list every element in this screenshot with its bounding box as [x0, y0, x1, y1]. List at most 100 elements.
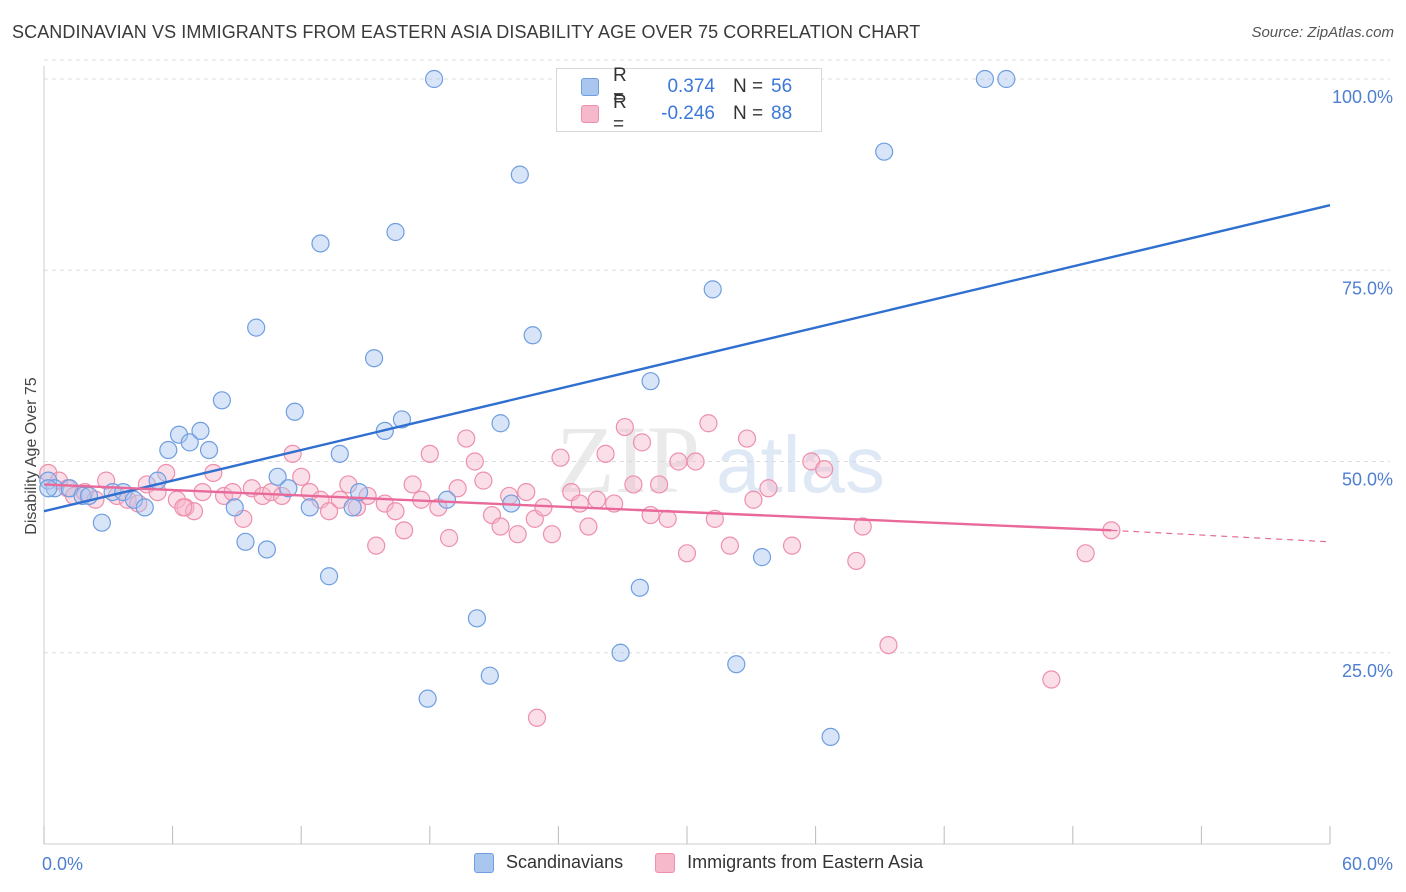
data-point-scandinavians — [199, 440, 219, 460]
data-point-immigrants — [632, 433, 652, 452]
trend-lines — [43, 204, 1331, 543]
data-point-immigrants — [1076, 544, 1095, 563]
legend-label-immigrants: Immigrants from Eastern Asia — [687, 852, 924, 872]
legend-row-scandinavians: R = 0.374 N = 56 — [581, 65, 793, 108]
data-point-immigrants — [596, 444, 615, 463]
data-point-immigrants — [624, 475, 643, 494]
data-point-immigrants — [448, 479, 467, 498]
data-point-immigrants — [669, 452, 688, 471]
data-point-immigrants — [420, 444, 439, 463]
data-point-immigrants — [394, 521, 414, 540]
data-point-immigrants — [474, 471, 493, 490]
legend-item-immigrants: Immigrants from Eastern Asia — [655, 852, 923, 873]
source-label: Source: ZipAtlas.com — [1251, 24, 1394, 41]
tick-labels: 25.0% 50.0% 75.0% 100.0% 0.0% 60.0% — [42, 87, 1393, 874]
data-point-immigrants — [879, 635, 898, 655]
data-point-scandinavians — [279, 479, 298, 498]
data-point-scandinavians — [386, 222, 405, 242]
legend-item-scandinavians: Scandinavians — [474, 852, 623, 873]
data-point-scandinavians — [349, 483, 369, 502]
data-point-scandinavians — [247, 318, 266, 337]
data-point-immigrants — [853, 517, 872, 536]
data-point-immigrants — [570, 494, 589, 513]
stats-legend: R = 0.374 N = 56 R = -0.246 N = 88 — [556, 65, 822, 135]
data-point-scandinavians — [392, 410, 412, 429]
data-point-immigrants — [262, 483, 281, 502]
legend-r-label: R = — [613, 65, 627, 108]
data-point-scandinavians — [641, 372, 660, 391]
legend-r-value: -0.246 — [661, 103, 715, 124]
data-point-scandinavians — [191, 421, 210, 440]
watermark-atlas: atlas — [716, 420, 885, 509]
data-point-immigrants — [508, 525, 527, 544]
data-point-immigrants — [737, 429, 757, 448]
legend-swatch-pink — [581, 105, 599, 123]
legend-r-label: R = — [613, 92, 627, 135]
data-point-immigrants — [517, 483, 536, 502]
series-immigrants-points — [39, 414, 1121, 727]
data-point-immigrants — [699, 414, 718, 433]
data-point-immigrants — [650, 475, 669, 494]
data-point-immigrants — [174, 498, 193, 517]
data-point-scandinavians — [39, 479, 58, 498]
data-point-scandinavians — [236, 532, 255, 551]
data-point-immigrants — [358, 486, 377, 506]
data-point-scandinavians — [311, 234, 330, 253]
data-point-immigrants — [367, 536, 386, 555]
data-point-scandinavians — [997, 69, 1016, 89]
data-point-scandinavians — [418, 689, 437, 708]
data-point-scandinavians — [268, 467, 287, 486]
data-point-scandinavians — [480, 666, 499, 685]
data-point-scandinavians — [821, 727, 840, 747]
data-point-immigrants — [579, 517, 598, 536]
data-point-scandinavians — [225, 498, 244, 517]
data-point-immigrants — [686, 452, 705, 471]
data-point-immigrants — [658, 509, 677, 528]
data-point-scandinavians — [875, 142, 894, 161]
x-tick-label: 0.0% — [42, 854, 83, 874]
data-point-immigrants — [457, 429, 476, 448]
data-point-scandinavians — [257, 540, 277, 559]
legend-row-immigrants: R = -0.246 N = 88 — [581, 92, 793, 135]
legend-n-value: 88 — [771, 103, 793, 124]
data-point-immigrants — [542, 525, 562, 544]
series-scandinavians-points — [39, 69, 1016, 747]
data-point-immigrants — [403, 475, 422, 494]
data-point-scandinavians — [92, 513, 111, 532]
legend-n-value: 56 — [771, 76, 793, 97]
data-point-immigrants — [319, 502, 339, 521]
data-point-scandinavians — [437, 490, 457, 509]
data-point-immigrants — [551, 448, 570, 467]
data-point-immigrants — [1042, 670, 1061, 689]
data-point-scandinavians — [135, 498, 154, 517]
y-tick-label: 75.0% — [1342, 278, 1393, 298]
data-point-scandinavians — [330, 444, 349, 463]
data-point-scandinavians — [752, 548, 772, 567]
chart-title: SCANDINAVIAN VS IMMIGRANTS FROM EASTERN … — [12, 22, 921, 42]
data-point-immigrants — [527, 708, 547, 727]
data-point-scandinavians — [975, 69, 995, 89]
legend-n-label: N = — [733, 76, 764, 97]
data-point-immigrants — [491, 517, 510, 536]
data-point-scandinavians — [703, 280, 722, 299]
legend-n-label: N = — [733, 103, 764, 124]
data-point-scandinavians — [611, 643, 630, 662]
data-point-scandinavians — [285, 402, 304, 421]
data-point-immigrants — [615, 417, 634, 437]
data-point-scandinavians — [424, 69, 444, 89]
data-point-scandinavians — [180, 433, 199, 452]
trend-line-scandinavians — [43, 204, 1331, 513]
legend-swatch-blue — [474, 852, 494, 873]
data-point-immigrants — [253, 486, 272, 506]
watermark: ZIP atlas — [556, 406, 885, 513]
legend-label-scandinavians: Scandinavians — [506, 852, 624, 872]
data-point-scandinavians — [300, 498, 319, 517]
data-point-immigrants — [587, 490, 607, 509]
data-point-scandinavians — [491, 414, 510, 433]
data-point-scandinavians — [523, 326, 542, 345]
y-tick-label: 25.0% — [1342, 661, 1393, 681]
data-point-immigrants — [782, 536, 802, 555]
grid-lines — [44, 59, 1390, 654]
y-tick-label: 50.0% — [1342, 470, 1393, 490]
